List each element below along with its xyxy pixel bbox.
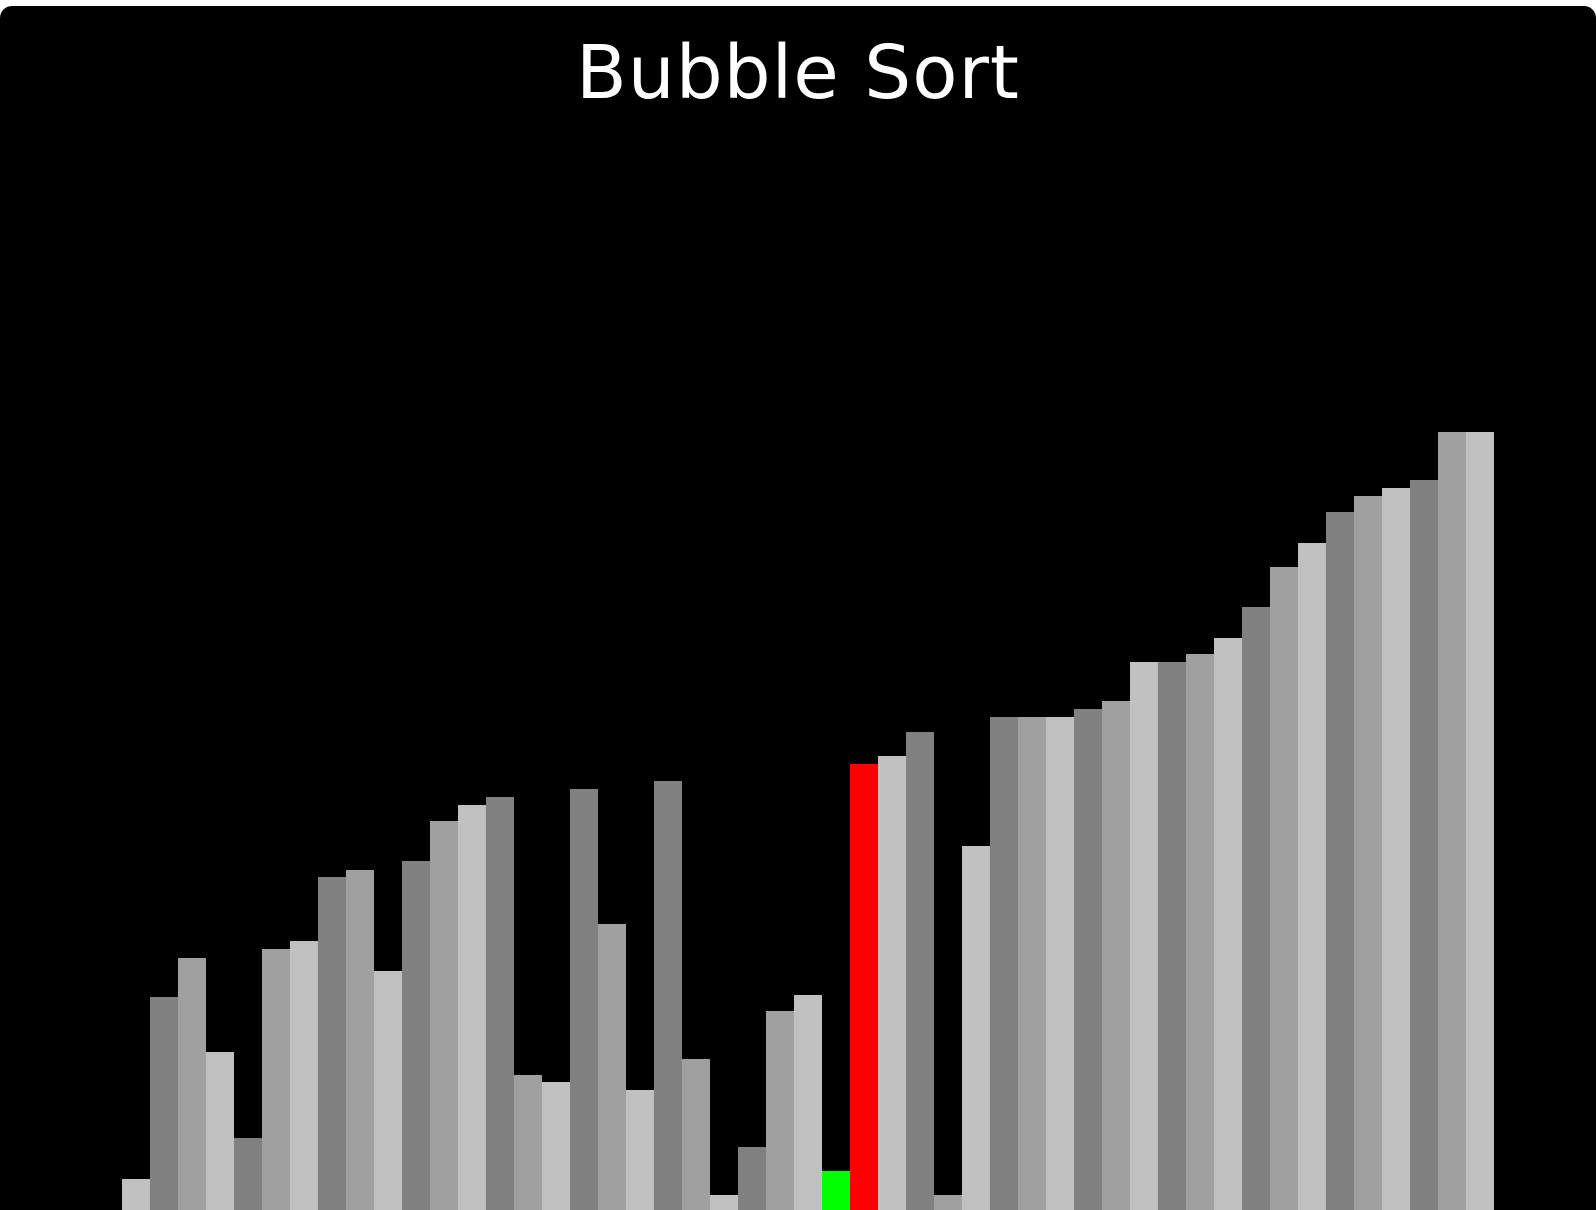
bar [962, 846, 990, 1210]
bar [990, 717, 1018, 1210]
bar [1326, 512, 1354, 1210]
bar [906, 732, 934, 1210]
visualizer-window: Bubble Sort [0, 6, 1596, 1210]
bar [1242, 607, 1270, 1210]
bar [794, 995, 822, 1210]
bar [598, 924, 626, 1210]
page-title: Bubble Sort [576, 30, 1020, 116]
bar-chart [122, 432, 1494, 1210]
bar [654, 781, 682, 1210]
bar [1298, 543, 1326, 1210]
bar [570, 789, 598, 1210]
bar [1382, 488, 1410, 1210]
bar [346, 870, 374, 1210]
bar [626, 1090, 654, 1210]
bar [1410, 480, 1438, 1210]
bar [1158, 662, 1186, 1210]
bar [738, 1147, 766, 1210]
bar [878, 756, 906, 1210]
bar [262, 949, 290, 1210]
bar-current [822, 1171, 850, 1210]
bar [234, 1138, 262, 1210]
bar [1046, 717, 1074, 1210]
bar [682, 1059, 710, 1210]
bar [290, 941, 318, 1210]
bar [178, 958, 206, 1210]
bar [402, 861, 430, 1210]
bar [710, 1195, 738, 1210]
bar [458, 805, 486, 1210]
bar [318, 877, 346, 1210]
bar [1018, 717, 1046, 1210]
bar [150, 997, 178, 1210]
bar [430, 821, 458, 1210]
bar [122, 1179, 150, 1210]
bar [1130, 662, 1158, 1210]
bar [1270, 567, 1298, 1210]
bar [206, 1052, 234, 1210]
bar [1186, 654, 1214, 1210]
bar [542, 1082, 570, 1210]
bar [934, 1195, 962, 1210]
bar [1214, 638, 1242, 1210]
bar [1354, 496, 1382, 1210]
bar [1466, 432, 1494, 1210]
bar [766, 1011, 794, 1210]
bar [514, 1075, 542, 1210]
bar-compare [850, 764, 878, 1210]
bar [1074, 709, 1102, 1210]
bar [1102, 701, 1130, 1210]
bar [374, 971, 402, 1210]
bar [486, 797, 514, 1210]
bar [1438, 432, 1466, 1210]
